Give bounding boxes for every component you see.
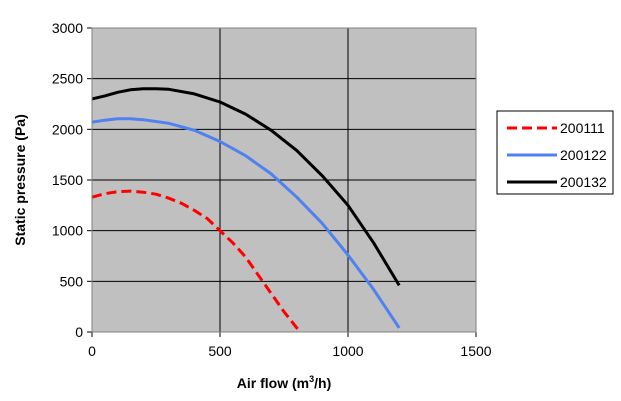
y-tick-label-0: 0 xyxy=(75,324,83,340)
x-tick-labels: 0 500 1000 1500 xyxy=(88,332,492,359)
legend-box xyxy=(496,110,614,195)
legend-label-200111: 200111 xyxy=(560,120,605,136)
y-tick-label-3: 1500 xyxy=(52,172,83,188)
series-line-200132 xyxy=(91,87,401,287)
y-tick-label-1: 500 xyxy=(60,273,84,289)
x-tick-label-3: 1500 xyxy=(460,343,491,359)
legend-label-200132: 200132 xyxy=(560,174,607,190)
x-axis-title-superscript: 3 xyxy=(309,374,314,384)
x-tick-label-0: 0 xyxy=(88,343,96,359)
y-tick-labels: 0 500 1000 1500 2000 2500 3000 xyxy=(52,20,92,340)
y-tick-label-2: 1000 xyxy=(52,223,83,239)
series-line-200122 xyxy=(91,117,401,329)
legend-label-200122: 200122 xyxy=(560,147,607,163)
plot-border xyxy=(91,27,477,333)
y-tick-label-5: 2500 xyxy=(52,71,83,87)
x-axis-title: Air flow (m3/h) xyxy=(237,374,331,391)
y-axis-title: Static pressure (Pa) xyxy=(12,114,28,246)
series-lines xyxy=(91,87,401,334)
x-axis-title-rest: /h) xyxy=(314,375,331,391)
x-axis-title-main: Air flow (m xyxy=(237,375,309,391)
y-tick-label-4: 2000 xyxy=(52,121,83,137)
legend-entries: 200111 200122 200132 xyxy=(507,120,607,190)
y-tick-label-6: 3000 xyxy=(52,20,83,36)
x-tick-label-1: 500 xyxy=(208,343,232,359)
series-line-200111 xyxy=(91,189,302,334)
x-tick-label-2: 1000 xyxy=(332,343,363,359)
